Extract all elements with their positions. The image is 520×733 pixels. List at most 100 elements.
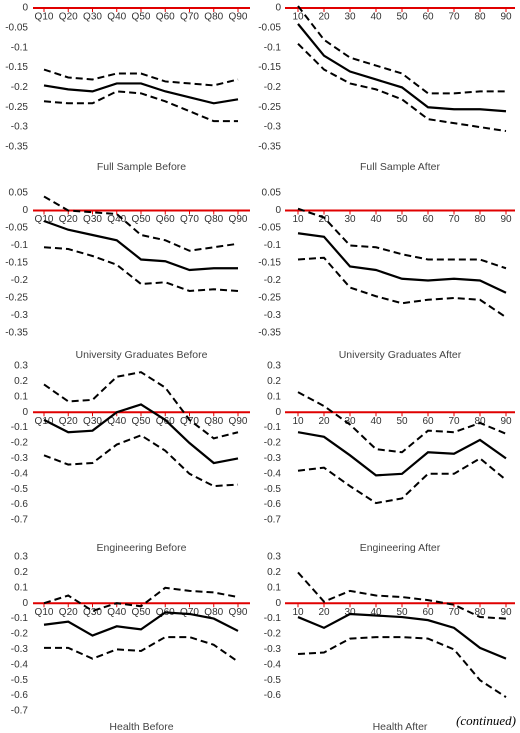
y-tick-label: -0.25 [258,293,281,304]
x-tick-label: 80 [474,12,486,23]
x-tick-label: Q90 [229,12,248,23]
x-tick-label: 40 [370,12,382,23]
x-tick-label: 30 [344,12,356,23]
panel-title: Full Sample Before [97,161,186,173]
y-tick-label: -0.05 [5,22,28,33]
x-tick-label: 20 [318,12,330,23]
y-tick-label: -0.1 [11,613,29,624]
x-tick-label: 90 [500,214,512,225]
x-tick-label: 50 [396,12,408,23]
bound-line [44,636,239,663]
panel-title: University Graduates After [339,349,462,361]
x-tick-label: 40 [370,214,382,225]
y-tick-label: -0.3 [264,122,282,133]
x-tick-label: 90 [500,607,512,618]
y-tick-label: -0.5 [11,675,29,686]
x-tick-label: 20 [318,607,330,618]
x-tick-label: Q80 [204,12,223,23]
x-tick-label: Q40 [107,214,126,225]
y-tick-label: -0.15 [5,62,28,73]
bound-line [43,195,239,252]
y-tick-label: -0.4 [11,468,29,479]
x-tick-label: Q80 [204,416,223,427]
x-tick-label: 90 [500,416,512,427]
x-tick-label: 80 [474,607,486,618]
panel-title: Engineering Before [97,542,187,554]
y-tick-label: -0.25 [5,293,28,304]
y-tick-label: -0.2 [264,438,282,449]
x-tick-label: Q70 [180,416,199,427]
y-tick-label: -0.15 [258,258,281,269]
y-tick-label: 0.2 [267,376,281,387]
x-tick-label: Q20 [59,607,78,618]
y-tick-label: -0.2 [11,275,29,286]
x-tick-label: Q70 [180,607,199,618]
estimate-line [43,403,239,465]
y-tick-label: -0.2 [264,82,282,93]
y-tick-label: -0.3 [264,644,282,655]
y-tick-label: 0.2 [14,567,28,578]
x-tick-label: 30 [344,607,356,618]
x-tick-label: Q70 [180,214,199,225]
y-tick-label: 0.3 [14,361,28,372]
y-tick-label: -0.6 [264,499,282,510]
estimate-line [297,23,507,113]
estimate-line [297,232,507,294]
x-tick-label: Q90 [229,416,248,427]
y-tick-label: 0 [22,407,28,418]
x-tick-label: Q40 [107,12,126,23]
x-tick-label: 40 [370,416,382,427]
y-tick-label: -0.4 [264,468,282,479]
y-tick-label: -0.2 [11,438,29,449]
y-tick-label: -0.7 [11,706,29,717]
x-tick-label: Q50 [132,214,151,225]
y-tick-label: -0.25 [5,102,28,113]
y-tick-label: 0 [275,407,281,418]
x-tick-label: Q40 [107,416,126,427]
y-tick-label: 0 [22,598,28,609]
y-tick-label: -0.4 [264,659,282,670]
continued-note: (continued) [456,713,516,728]
x-tick-label: Q30 [83,214,102,225]
y-tick-label: 0.3 [267,552,281,563]
x-tick-label: 50 [396,416,408,427]
y-tick-label: -0.1 [11,42,29,53]
x-tick-label: Q50 [132,607,151,618]
y-tick-label: -0.3 [264,310,282,321]
x-tick-label: 10 [292,12,304,23]
y-tick-label: -0.1 [264,42,282,53]
y-tick-label: 0.1 [267,582,281,593]
x-tick-label: Q70 [180,12,199,23]
y-tick-label: -0.6 [11,499,29,510]
x-tick-label: Q80 [204,607,223,618]
bound-line [297,5,506,95]
y-tick-label: 0.1 [14,582,28,593]
x-tick-label: Q50 [132,416,151,427]
x-tick-label: 70 [448,214,460,225]
bound-line [297,636,507,698]
y-tick-label: -0.2 [264,629,282,640]
x-tick-label: Q20 [59,214,78,225]
y-tick-label: -0.7 [264,515,282,526]
x-tick-label: Q10 [35,416,54,427]
bound-line [43,371,239,440]
panel-title: Health Before [109,721,173,733]
y-tick-label: -0.1 [11,422,29,433]
y-tick-label: 0 [275,598,281,609]
x-tick-label: Q60 [156,12,175,23]
y-tick-label: -0.4 [11,659,29,670]
x-tick-label: Q20 [59,416,78,427]
x-tick-label: Q10 [35,12,54,23]
panel-title: Full Sample After [360,161,440,173]
panel-title: Engineering After [360,542,441,554]
bound-line [43,90,238,123]
x-tick-label: 20 [318,214,330,225]
estimate-line [43,611,239,637]
y-tick-label: -0.3 [11,453,29,464]
y-tick-label: 0.3 [267,361,281,372]
y-tick-label: -0.05 [258,223,281,234]
y-tick-label: 0 [275,3,281,14]
y-tick-label: -0.35 [258,328,281,339]
y-tick-label: 0.05 [9,188,29,199]
